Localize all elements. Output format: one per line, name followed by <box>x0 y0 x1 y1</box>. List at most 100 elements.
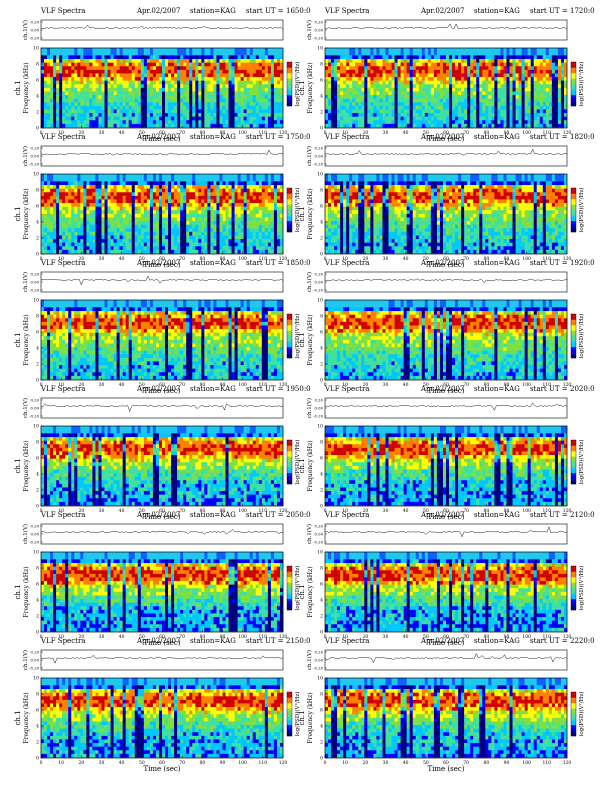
spectrogram-cell <box>225 105 229 110</box>
spectrogram-cell <box>361 66 365 70</box>
spectrogram-cell <box>143 109 148 114</box>
spectrogram-cell <box>122 238 126 243</box>
spectrogram-cell <box>503 105 507 110</box>
spectrogram-cell <box>258 116 263 121</box>
spectrogram-cell <box>86 123 90 128</box>
spectrogram-cell <box>497 123 501 128</box>
spectrogram-cell <box>140 192 145 196</box>
spectrogram-cell <box>358 76 362 81</box>
spectrogram-cell <box>488 123 492 128</box>
spectrogram-cell <box>436 112 441 117</box>
spectrogram-cell <box>222 84 226 88</box>
spectrogram-cell <box>198 73 202 78</box>
spectrogram-top-band <box>279 48 284 56</box>
spectrogram-top-band <box>461 48 465 56</box>
spectrogram-cell <box>104 224 108 229</box>
spectrogram-cell <box>436 76 441 81</box>
spectrogram-cell <box>155 238 160 243</box>
spectrogram-cell <box>165 206 169 211</box>
spectrogram-cell <box>385 80 389 85</box>
spectrogram-cell <box>246 62 250 67</box>
spectrogram-cell <box>482 91 486 96</box>
spectrogram-cell <box>41 188 45 193</box>
spectrogram-cell <box>125 62 129 67</box>
spectrogram-cell <box>47 217 51 222</box>
spectrogram-cell <box>134 84 139 88</box>
spectrogram-cell <box>228 206 232 211</box>
spectrogram-cell <box>119 210 123 214</box>
x-tick-label: 0 <box>40 130 43 136</box>
spectrogram-cell <box>406 105 410 110</box>
spectrogram-cell <box>177 55 181 60</box>
spectrogram-cell <box>370 66 374 70</box>
spectrogram-cell <box>364 84 368 88</box>
spectrogram-cell <box>140 55 145 60</box>
spectrogram-cell <box>98 105 102 110</box>
spectrogram-top-band <box>101 48 105 56</box>
spectrogram-cell <box>542 112 547 117</box>
spectrogram-cell <box>89 213 93 218</box>
spectrogram-cell <box>222 98 226 103</box>
spectrogram-cell <box>479 87 483 92</box>
spectrogram-cell <box>379 120 383 124</box>
spectrogram-cell <box>174 224 178 229</box>
spectrogram-cell <box>464 91 468 96</box>
spectrogram-cell <box>361 87 365 92</box>
spectrogram-cell <box>497 102 501 106</box>
spectrogram-cell <box>521 98 525 103</box>
spectrogram-cell <box>479 105 483 110</box>
spectrogram-cell <box>80 235 84 240</box>
spectrogram-cell <box>59 246 63 250</box>
spectrogram-cell <box>134 228 139 232</box>
spectrogram-cell <box>183 76 187 81</box>
spectrogram-cell <box>128 220 132 225</box>
spectrogram-cell <box>370 69 374 74</box>
spectrogram-cell <box>542 98 547 103</box>
spectrogram-cell <box>71 231 75 236</box>
spectrogram-cell <box>343 116 347 121</box>
spectrogram-cell <box>328 58 332 63</box>
spectrogram-cell <box>424 62 429 67</box>
spectrogram-cell <box>240 109 244 114</box>
colorbar-swatch <box>287 80 292 82</box>
spectrogram-cell <box>385 66 389 70</box>
spectrogram-cell <box>168 112 172 117</box>
spectrogram-cell <box>518 94 522 99</box>
spectrogram-cell <box>53 231 57 236</box>
spectrogram-cell <box>506 84 510 88</box>
spectrogram-cell <box>394 102 398 106</box>
spectrogram-cell <box>195 184 199 189</box>
spectrogram-cell <box>47 66 51 70</box>
spectrogram-top-band <box>446 48 450 56</box>
spectrogram-cell <box>143 188 148 193</box>
spectrogram-cell <box>213 231 217 236</box>
spectrogram-cell <box>243 105 247 110</box>
spectrogram-cell <box>62 213 66 218</box>
spectrogram-cell <box>186 116 190 121</box>
spectrogram-cell <box>391 91 395 96</box>
spectrogram-cell <box>370 91 374 96</box>
spectrogram-cell <box>44 246 48 250</box>
spectrogram-cell <box>186 188 190 193</box>
spectrogram-top-band <box>491 48 495 56</box>
spectrogram-top-band <box>500 48 504 56</box>
spectrogram-cell <box>427 87 432 92</box>
panel-header-station: station=KAG <box>190 133 236 141</box>
spectrogram-cell <box>343 66 347 70</box>
spectrogram-cell <box>189 94 193 99</box>
spectrogram-cell <box>171 192 175 196</box>
colorbar-swatch <box>287 93 292 96</box>
spectrogram-top-band <box>222 48 226 56</box>
spectrogram-cell <box>149 217 154 222</box>
spectrogram-cell <box>180 224 184 229</box>
spectrogram-cell <box>252 58 257 63</box>
spectrogram-cell <box>258 84 263 88</box>
spectrogram-cell <box>252 112 257 117</box>
spectrogram-cell <box>137 228 142 232</box>
spectrogram-cell <box>158 249 163 254</box>
colorbar-swatch <box>287 81 292 84</box>
spectrogram-cell <box>488 98 492 103</box>
spectrogram-cell <box>421 55 426 60</box>
x-tick-label: 60 <box>443 130 449 136</box>
spectrogram-cell <box>83 206 87 211</box>
